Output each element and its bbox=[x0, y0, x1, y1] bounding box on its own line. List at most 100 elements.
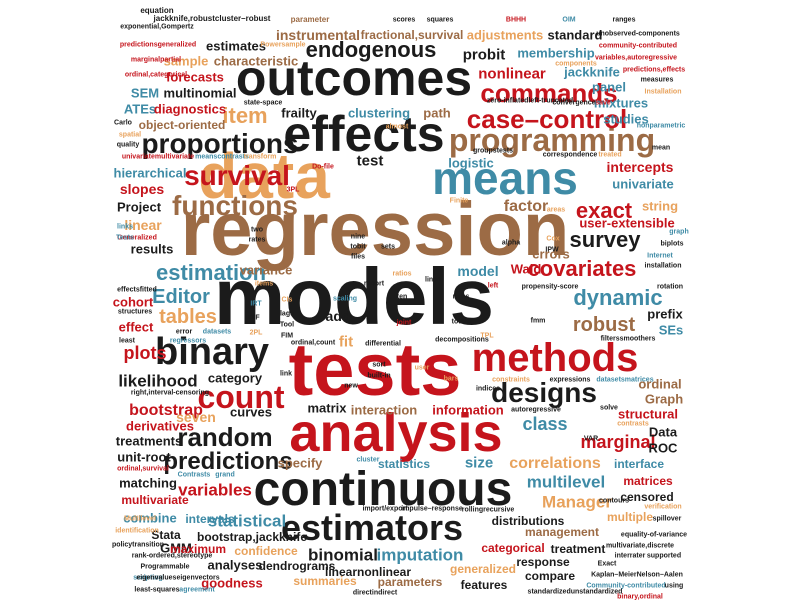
word-jackknife: jackknife bbox=[564, 64, 620, 80]
word-rotation: rotation bbox=[656, 283, 684, 291]
word-state-space: state-space bbox=[243, 99, 283, 107]
word-regression: regression bbox=[180, 187, 570, 272]
word-exact-2: Exact bbox=[597, 560, 617, 568]
word-object-oriented: object-oriented bbox=[138, 118, 226, 132]
word-random: random bbox=[177, 422, 273, 452]
word-wald: Wald bbox=[510, 261, 542, 277]
word-multilevel: multilevel bbox=[526, 472, 606, 492]
word-nine: nine bbox=[350, 233, 366, 241]
word-ranges: ranges bbox=[612, 16, 636, 24]
word-management: management bbox=[524, 525, 600, 539]
word-membership: membership bbox=[517, 45, 595, 61]
word-estimation: estimation bbox=[155, 260, 267, 285]
word-treatment: treatment bbox=[550, 542, 606, 556]
word-survey: survey bbox=[569, 227, 641, 252]
word-means: means bbox=[432, 152, 578, 204]
word-ordinal-categorical: ordinal,categorical bbox=[124, 71, 188, 79]
word-rollingrecursive: rollingrecursive bbox=[461, 506, 515, 514]
word-decompositions: decompositions bbox=[435, 336, 489, 344]
word-stata: Stata bbox=[151, 528, 181, 542]
word-path: path bbox=[423, 105, 451, 121]
word-probit: probit bbox=[462, 46, 506, 64]
word-propensity-score: propensity-score bbox=[521, 283, 579, 291]
word-quality: quality bbox=[116, 141, 140, 149]
word-analyses: analyses bbox=[207, 557, 263, 573]
word-hierarchical: hierarchical bbox=[113, 165, 187, 181]
word-standardizedunstandardized: standardizedunstandardized bbox=[527, 588, 623, 596]
word-size: size bbox=[464, 454, 494, 472]
word-interaction: interaction bbox=[350, 402, 418, 418]
word-autoregressive: autoregressive bbox=[511, 406, 561, 414]
word-data: data bbox=[198, 140, 330, 212]
word-test: test bbox=[356, 152, 384, 170]
word-data-2: Data bbox=[648, 424, 678, 440]
word-links: links bbox=[117, 223, 133, 231]
word-constraints: constraints bbox=[492, 376, 530, 384]
word-do-file: Do-file bbox=[312, 163, 334, 171]
word-expressions: expressions bbox=[549, 376, 591, 384]
word-installation: Installation bbox=[644, 88, 682, 96]
word-filterssmoothers: filterssmoothers bbox=[600, 335, 656, 343]
word-matrices: matrices bbox=[623, 474, 673, 488]
word-spillover: spillover bbox=[652, 515, 682, 523]
word-right-interval-censoring: right,interval-censoring bbox=[130, 389, 210, 397]
word-multivariate-discrete: multivariate,discrete bbox=[605, 542, 675, 550]
word-panel: panel bbox=[592, 79, 626, 95]
word-cox: Cox bbox=[546, 235, 560, 243]
word-specify: specify bbox=[277, 455, 323, 471]
word-save: save bbox=[595, 99, 611, 107]
word-rank-ordered-stereotype: rank-ordered,stereotype bbox=[131, 552, 213, 560]
word-response: response bbox=[516, 555, 570, 569]
word-treatments: treatments bbox=[115, 433, 183, 449]
word-ordinal-count: ordinal,count bbox=[290, 339, 336, 347]
word-equation: equation bbox=[140, 6, 174, 15]
word-bars: bars bbox=[443, 375, 459, 383]
word-curves: curves bbox=[230, 404, 272, 420]
word-tests: tests bbox=[288, 328, 462, 411]
word-verification: verification bbox=[644, 503, 682, 511]
word-policytransition: policytransition bbox=[111, 541, 165, 549]
word-exact: exact bbox=[575, 198, 633, 223]
word-string: string bbox=[641, 198, 679, 214]
word-errors: errors bbox=[532, 246, 570, 262]
word-community-contributed-2: Community-contributed bbox=[586, 582, 666, 590]
word-manager: Manager bbox=[542, 492, 612, 512]
word-lines: lines bbox=[425, 276, 441, 284]
word-2pl: 2PL bbox=[249, 329, 263, 337]
word-supported: supported bbox=[646, 552, 682, 560]
word-ordinal-survival: ordinal,survival bbox=[117, 465, 169, 473]
word-outcomes: outcomes bbox=[235, 50, 473, 106]
word-rates: rates bbox=[248, 236, 266, 244]
word-regressors: regressors bbox=[169, 337, 207, 345]
word-differential: differential bbox=[365, 340, 401, 348]
word-intercepts: intercepts bbox=[606, 159, 674, 175]
word-contrasts: contrasts bbox=[617, 420, 649, 428]
word-methods: methods bbox=[471, 336, 639, 380]
word-binomial: binomial bbox=[308, 545, 378, 565]
word-ses: SEs bbox=[658, 322, 684, 338]
word-class: class bbox=[522, 414, 568, 434]
word-scripting: scripting bbox=[133, 574, 163, 582]
word-censored: censored bbox=[620, 490, 674, 504]
word-covariates: covariates bbox=[527, 256, 637, 281]
word-directindirect: directindirect bbox=[352, 589, 398, 597]
word-multilevel-2: Multilevel bbox=[124, 515, 156, 523]
word-agreement: agreement bbox=[179, 586, 215, 594]
word-endogenous: endogenous bbox=[305, 37, 437, 62]
word-eigenvalueseigenvectors: eigenvalueseigenvectors bbox=[136, 574, 220, 582]
word-programming: programming bbox=[448, 122, 656, 158]
word-tool: Tool bbox=[279, 321, 295, 329]
word-instrumental: instrumental bbox=[275, 27, 361, 43]
word-bootstrap: bootstrap bbox=[129, 402, 203, 419]
word-grand: grand bbox=[215, 471, 235, 479]
word-standard: standard bbox=[547, 27, 603, 43]
word-interrater: interrater bbox=[614, 552, 646, 560]
word-ates: ATEs bbox=[123, 101, 157, 117]
word-predictions: predictions bbox=[163, 448, 293, 475]
word-adjustments: adjustments bbox=[466, 27, 544, 43]
word-spatial: spatial bbox=[118, 131, 142, 139]
word-oim: OIM bbox=[562, 16, 576, 24]
word-user-extensible: user-extensible bbox=[579, 215, 675, 231]
word-effects: effects bbox=[283, 106, 445, 162]
